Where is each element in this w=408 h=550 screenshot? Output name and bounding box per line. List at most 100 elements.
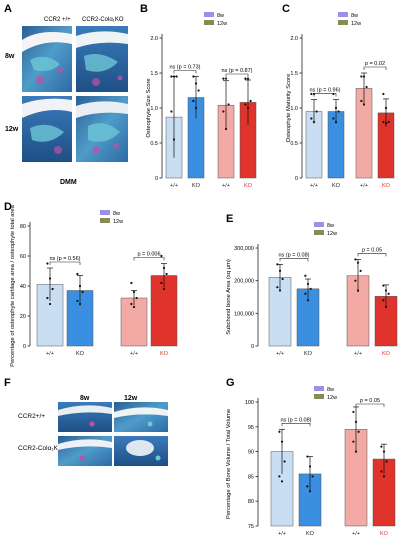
micrograph-a-12w-wt (22, 96, 72, 162)
legend-swatch-12w (100, 218, 110, 223)
data-point-3-4 (384, 305, 388, 308)
significance-label-0: ns (p = 0.08) (280, 417, 311, 423)
y-tick-label: 75 (248, 524, 254, 530)
y-tick-label: 80 (20, 224, 26, 230)
chart-b-osteophyte-size: B 8w 12w 0 0.5 1.0 1.5 2.0 Osteophyte Size Score… (140, 3, 257, 189)
data-point-2-2 (359, 269, 362, 272)
legend-swatch-8w (100, 210, 110, 215)
data-point-2-1 (224, 77, 228, 80)
data-point-2-2 (227, 103, 230, 106)
data-point-0-0 (46, 262, 49, 265)
micrograph-a-8w-ko (76, 26, 128, 92)
x-tick-label-1: KO (304, 351, 313, 357)
x-tick-label-0: +/+ (170, 183, 178, 189)
data-point-2-4 (132, 305, 136, 309)
legend-label-12w: 12w (327, 231, 337, 237)
data-point-1-0 (76, 272, 79, 276)
legend-swatch-12w (314, 394, 324, 399)
data-point-0-0 (276, 263, 279, 266)
y-tick-label: 0.5 (290, 141, 298, 147)
y-tick-label: 100 (245, 400, 254, 406)
data-point-3-3 (160, 281, 163, 285)
significance-label-0: ns (p = 0.56) (49, 256, 80, 262)
panel-f-col-label-12w: 12w (124, 395, 138, 402)
data-point-0-1 (278, 269, 282, 272)
panel-a-row-label-12w: 12w (5, 126, 19, 133)
data-point-3-2 (387, 292, 390, 295)
y-axis-label: Subchond bone Area (sq µm) (226, 259, 232, 335)
y-tick-label: 2.0 (150, 36, 158, 42)
data-point-0-3 (170, 110, 173, 113)
x-tick-label-2: +/+ (222, 183, 230, 189)
legend-swatch-12w (338, 20, 348, 25)
panel-c-letter: C (282, 3, 290, 15)
significance-bracket-0 (49, 261, 81, 265)
x-tick-label-2: +/+ (360, 183, 368, 189)
data-point-1-1 (78, 284, 82, 288)
data-point-2-2 (357, 430, 360, 433)
data-point-2-0 (354, 258, 357, 261)
data-point-0-2 (175, 75, 178, 78)
legend-swatch-12w (314, 230, 324, 235)
panel-a-col-label-ko: CCR2-Colα₁KO (82, 17, 124, 23)
data-point-2-1 (356, 261, 360, 264)
data-point-3-3 (382, 299, 385, 302)
legend-swatch-8w (338, 12, 348, 17)
data-point-1-3 (306, 485, 309, 488)
significance-label-0: ns (p = 0.08) (278, 252, 309, 258)
micrograph-f-12w-wt (114, 402, 168, 432)
data-point-2-3 (352, 440, 355, 443)
data-point-1-2 (311, 475, 314, 478)
data-point-3-0 (244, 77, 247, 80)
x-tick-label-3: KO (382, 351, 391, 357)
y-tick-label: 95 (248, 425, 254, 431)
panel-f-letter: F (4, 377, 11, 389)
chart-d-cartilage-percentage: D 8w 12w 0 20 40 60 80 Percentage of osteophyte … (4, 201, 178, 367)
data-point-1-3 (304, 292, 307, 295)
data-point-2-0 (352, 410, 355, 414)
micrograph-f-8w-ko (58, 436, 112, 466)
data-point-1-3 (192, 99, 195, 103)
x-tick-label-3: KO (382, 183, 391, 189)
y-tick-label: 85 (248, 474, 254, 480)
panel-f-row-label-ko: CCR2-Colα₁KO (18, 445, 63, 452)
data-point-3-1 (246, 77, 250, 80)
data-point-1-0 (304, 274, 307, 277)
data-point-2-0 (360, 75, 363, 78)
data-point-2-4 (354, 450, 358, 453)
y-tick-label: 100,000 (234, 311, 254, 317)
legend-label-12w: 12w (217, 21, 227, 27)
data-point-1-2 (81, 290, 84, 294)
data-point-1-1 (194, 82, 198, 85)
y-tick-label: 0 (251, 344, 254, 350)
data-point-3-4 (162, 287, 166, 291)
significance-label-1: p = 0.006 (137, 252, 160, 258)
significance-bracket-1 (355, 403, 385, 407)
panel-f-row-label-ko-text: CCR2-Colα₁KO (18, 445, 63, 452)
data-point-1-4 (78, 302, 82, 306)
data-point-0-2 (281, 277, 284, 281)
data-point-0-0 (278, 430, 281, 433)
data-point-0-4 (280, 480, 284, 483)
data-point-3-2 (165, 272, 168, 276)
data-point-1-4 (306, 299, 310, 302)
data-point-0-0 (170, 75, 173, 78)
data-point-2-1 (362, 75, 366, 78)
legend-label-12w: 12w (327, 395, 337, 401)
panel-a-letter: A (4, 3, 12, 15)
x-tick-label-0: +/+ (278, 531, 286, 537)
panel-f-col-label-8w: 8w (80, 395, 90, 402)
micrograph-a-8w-wt (22, 26, 72, 92)
data-point-2-3 (130, 302, 133, 306)
significance-label-1: ns (p = 0.87) (221, 68, 252, 74)
data-point-3-1 (384, 106, 388, 110)
data-point-3-1 (162, 266, 166, 270)
data-point-0-2 (315, 110, 318, 113)
data-point-1-3 (76, 299, 79, 303)
significance-bracket-0 (173, 70, 197, 74)
significance-label-0: ns (p = 0.96) (309, 88, 340, 94)
data-point-1-2 (309, 287, 312, 290)
panel-f: F 8w 12w CCR2+/+ CCR2-Colα₁KO (4, 377, 168, 466)
y-axis-label: Osteophyte Size Score (146, 78, 152, 137)
data-point-0-4 (48, 302, 52, 306)
